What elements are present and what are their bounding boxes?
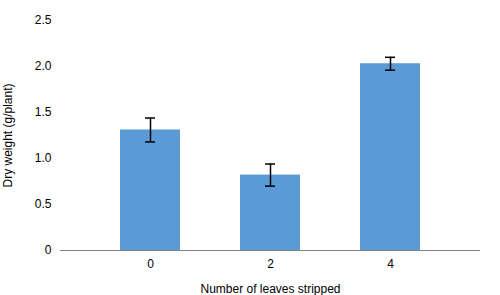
svg-text:4: 4 (387, 257, 394, 271)
svg-text:0.5: 0.5 (35, 197, 52, 211)
svg-text:0: 0 (45, 243, 52, 257)
svg-text:1.5: 1.5 (35, 105, 52, 119)
svg-text:2: 2 (267, 257, 274, 271)
svg-text:Number of leaves stripped: Number of leaves stripped (200, 282, 340, 295)
svg-text:2.5: 2.5 (35, 13, 52, 27)
svg-text:0: 0 (147, 257, 154, 271)
svg-text:2.0: 2.0 (35, 59, 52, 73)
svg-text:1.0: 1.0 (35, 151, 52, 165)
svg-text:Dry weight (g/plant): Dry weight (g/plant) (1, 83, 15, 187)
